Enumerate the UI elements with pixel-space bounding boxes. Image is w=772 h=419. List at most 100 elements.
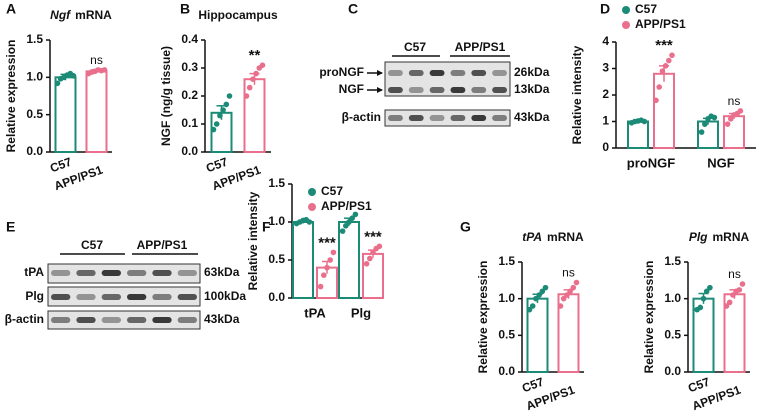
data-point — [726, 299, 733, 306]
y-tick-label: 0.0 — [181, 144, 198, 158]
band-label: Plg — [25, 289, 44, 303]
band-label: tPA — [24, 265, 44, 279]
data-point — [217, 112, 223, 119]
data-point — [223, 101, 230, 108]
panel-letter: B — [180, 1, 190, 17]
data-point — [560, 295, 567, 302]
data-point — [253, 70, 259, 77]
size-label: 26kDa — [514, 65, 550, 79]
data-point — [210, 126, 217, 133]
data-point — [352, 211, 359, 218]
data-point — [343, 223, 349, 229]
data-point — [324, 264, 330, 271]
legend-marker — [308, 188, 316, 196]
legend-marker — [622, 6, 630, 14]
legend-marker — [622, 21, 630, 29]
chart-title: Hippocampus — [198, 8, 278, 22]
blot-band — [388, 115, 403, 121]
band-label: proNGF — [319, 65, 364, 79]
panel-letter: C — [348, 1, 358, 17]
panel-letter: A — [6, 1, 16, 17]
blot-band — [101, 270, 121, 276]
bar — [362, 252, 384, 299]
x-tick-label: NGF — [707, 155, 735, 170]
y-tick-label: 0.0 — [664, 364, 681, 378]
x-tick-label: C57 — [204, 155, 230, 176]
y-tick-label: 0.3 — [181, 60, 198, 74]
data-point — [220, 107, 226, 113]
data-point — [349, 215, 356, 221]
blot-band — [450, 87, 466, 93]
data-point — [570, 284, 577, 291]
data-point — [339, 228, 346, 234]
y-tick-label: 0.2 — [181, 88, 198, 102]
data-point — [533, 295, 539, 302]
data-point — [703, 288, 710, 295]
band-label: β-actin — [342, 110, 381, 124]
data-point — [346, 219, 352, 225]
blot-band — [177, 270, 197, 276]
chart-title: Ngf mRNA — [50, 8, 112, 22]
blot-band — [127, 317, 147, 323]
data-point — [567, 288, 573, 295]
lane-label: APP/PS1 — [455, 40, 506, 54]
chart-title: tPA mRNA — [522, 230, 584, 244]
blot-band — [152, 294, 172, 300]
bar — [54, 76, 77, 153]
x-tick-label: C57 — [48, 155, 74, 176]
blot-band — [51, 270, 71, 276]
data-point — [641, 118, 648, 125]
y-tick-label: 0 — [602, 140, 609, 154]
blot-strip — [47, 286, 201, 307]
data-point — [370, 249, 376, 256]
y-tick-label: 4 — [602, 34, 609, 48]
blot-band — [152, 317, 172, 323]
blot-band — [51, 317, 71, 323]
arrow-head — [377, 87, 383, 93]
y-axis-label: Relative expression — [642, 261, 656, 374]
significance: *** — [655, 37, 673, 54]
y-tick-label: 0.0 — [498, 364, 515, 378]
blot-band — [127, 270, 147, 276]
data-point — [707, 284, 713, 291]
data-point — [327, 257, 334, 263]
blot-band — [471, 115, 487, 121]
y-tick-label: 1.0 — [26, 70, 43, 84]
significance: ns — [728, 267, 741, 281]
data-point — [259, 62, 266, 68]
data-point — [317, 283, 324, 290]
y-axis-label: Relative intensity — [570, 45, 584, 144]
chart-title: Plg mRNA — [689, 230, 750, 244]
blot-band — [127, 294, 147, 300]
data-point — [702, 121, 708, 127]
bar — [243, 78, 266, 153]
y-tick-label: 3 — [602, 61, 609, 75]
data-point — [564, 292, 570, 298]
data-point — [700, 295, 707, 302]
significance: ns — [90, 53, 103, 67]
y-tick-label: 1.5 — [664, 254, 681, 268]
blot-band — [76, 294, 96, 300]
blot-band — [76, 270, 96, 276]
bar — [292, 221, 314, 299]
y-tick-label: 1 — [602, 114, 609, 128]
blot-band — [471, 70, 487, 76]
legend-label: APP/PS1 — [635, 17, 686, 31]
data-point — [698, 129, 705, 135]
data-point — [526, 306, 533, 313]
bar — [723, 115, 745, 149]
size-label: 43kDa — [204, 312, 240, 326]
y-tick-label: 0.5 — [268, 252, 285, 266]
y-axis-label: Relative expression — [476, 261, 490, 374]
y-tick-label: 1.5 — [498, 254, 515, 268]
blot-band — [408, 70, 424, 76]
data-point — [711, 114, 718, 121]
legend-marker — [308, 203, 316, 211]
data-point — [659, 68, 666, 74]
y-tick-label: 1.5 — [26, 32, 43, 46]
blot-band — [177, 317, 197, 323]
gene-name: tPA — [522, 230, 542, 244]
data-point — [321, 272, 327, 279]
panel-letter: E — [6, 219, 15, 235]
